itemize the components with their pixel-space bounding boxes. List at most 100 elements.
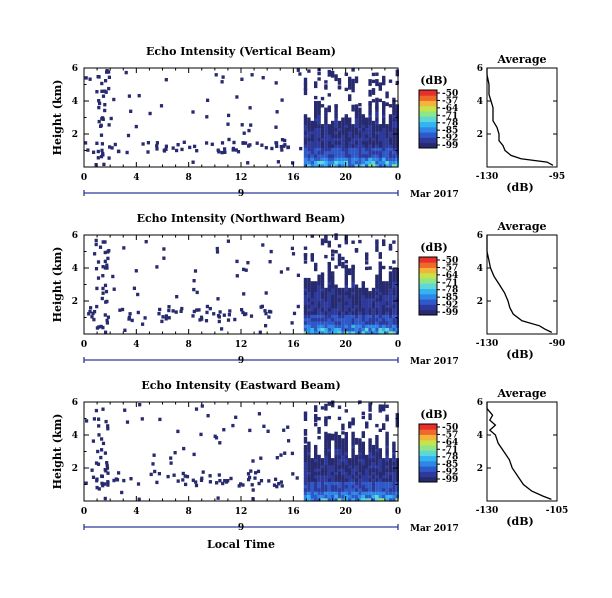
- average-y-tick-label: 4: [477, 97, 483, 107]
- heatmap-cells: [87, 233, 399, 335]
- echo-cell: [307, 291, 311, 295]
- echo-cell: [348, 140, 352, 145]
- echo-cell: [307, 484, 311, 489]
- echo-cell: [334, 150, 338, 155]
- echo-cell: [307, 448, 311, 453]
- echo-cell: [199, 315, 204, 319]
- echo-cell: [307, 124, 311, 128]
- average-y-tick-label: 4: [477, 264, 483, 274]
- echo-cell: [368, 402, 372, 407]
- echo-cell: [228, 309, 232, 313]
- echo-cell: [327, 297, 331, 302]
- echo-cell: [351, 481, 355, 486]
- echo-cell: [244, 141, 248, 145]
- echo-cell: [358, 150, 362, 155]
- echo-cell: [310, 143, 314, 148]
- echo-cell: [375, 320, 379, 325]
- echo-cell: [341, 494, 345, 499]
- x-tick-label: 20: [339, 507, 352, 517]
- echo-cell: [358, 307, 362, 312]
- echo-cell: [371, 494, 376, 499]
- echo-cell: [382, 114, 386, 119]
- echo-cell: [274, 125, 278, 129]
- echo-cell: [392, 120, 396, 125]
- echo-cell: [105, 321, 109, 325]
- echo-cell: [307, 324, 311, 328]
- echo-cell: [354, 134, 359, 138]
- echo-cell: [368, 310, 372, 315]
- colorbar-tick-label: -99: [442, 475, 458, 485]
- echo-cell: [348, 160, 352, 165]
- echo-cell: [361, 147, 365, 152]
- echo-cell: [375, 291, 379, 295]
- echo-cell: [155, 480, 159, 485]
- echo-cell: [388, 281, 393, 286]
- echo-cell: [246, 161, 250, 165]
- echo-cell: [361, 320, 365, 325]
- echo-cell: [354, 140, 359, 145]
- echo-cell: [327, 484, 331, 489]
- echo-cell: [103, 259, 107, 264]
- colorbar-swatch: [419, 307, 437, 311]
- echo-cell: [218, 441, 222, 445]
- echo-cell: [275, 110, 279, 114]
- echo-cell: [290, 246, 294, 251]
- colorbar-tick-label: -78: [442, 119, 458, 129]
- echo-cell: [382, 291, 386, 295]
- echo-cell: [361, 124, 365, 128]
- echo-cell: [310, 307, 314, 312]
- echo-cell: [385, 444, 389, 449]
- echo-cell: [331, 253, 335, 257]
- echo-cell: [348, 494, 352, 499]
- colorbar-frame: [418, 423, 438, 483]
- echo-cell: [361, 494, 365, 499]
- echo-cell: [395, 304, 399, 309]
- echo-cell: [303, 143, 308, 148]
- colorbar-tick-label: -50: [442, 256, 458, 266]
- echo-cell: [385, 327, 389, 332]
- echo-cell: [283, 138, 287, 143]
- echo-cell: [375, 497, 379, 502]
- echo-cell: [320, 304, 325, 309]
- echo-cell: [331, 70, 335, 78]
- echo-cell: [361, 117, 365, 122]
- echo-cell: [395, 271, 399, 276]
- echo-cell: [303, 468, 308, 472]
- echo-cell: [341, 444, 345, 449]
- echo-cell: [385, 317, 389, 322]
- x-tick-label: 12: [235, 340, 248, 350]
- echo-cell: [395, 110, 399, 115]
- echo-cell: [378, 284, 382, 289]
- echo-cell: [365, 484, 369, 489]
- echo-cell: [351, 140, 355, 145]
- echo-cell: [361, 484, 365, 489]
- echo-cell: [395, 294, 399, 299]
- echo-cell: [375, 477, 379, 482]
- echo-cell: [354, 117, 359, 122]
- echo-cell: [341, 451, 345, 456]
- echo-cell: [371, 481, 376, 486]
- echo-cell: [127, 94, 131, 98]
- echo-cell: [351, 477, 355, 482]
- echo-cell: [358, 239, 362, 244]
- echo-cell: [327, 287, 331, 292]
- echo-cell: [181, 478, 185, 482]
- echo-cell: [371, 150, 376, 155]
- echo-cell: [171, 309, 175, 313]
- echo-cell: [310, 474, 314, 479]
- echo-cell: [95, 141, 99, 145]
- echo-cell: [368, 124, 372, 128]
- echo-cell: [331, 277, 335, 282]
- echo-cell: [327, 130, 331, 135]
- echo-cell: [348, 310, 352, 315]
- echo-cell: [334, 477, 338, 482]
- y-tick-label: 6: [72, 64, 78, 74]
- echo-cell: [337, 304, 342, 309]
- echo-cell: [101, 240, 105, 244]
- echo-cell: [388, 307, 393, 312]
- echo-cell: [144, 240, 148, 244]
- echo-cell: [395, 157, 399, 161]
- echo-cell: [96, 449, 100, 454]
- echo-cell: [320, 307, 325, 312]
- echo-cell: [324, 310, 328, 315]
